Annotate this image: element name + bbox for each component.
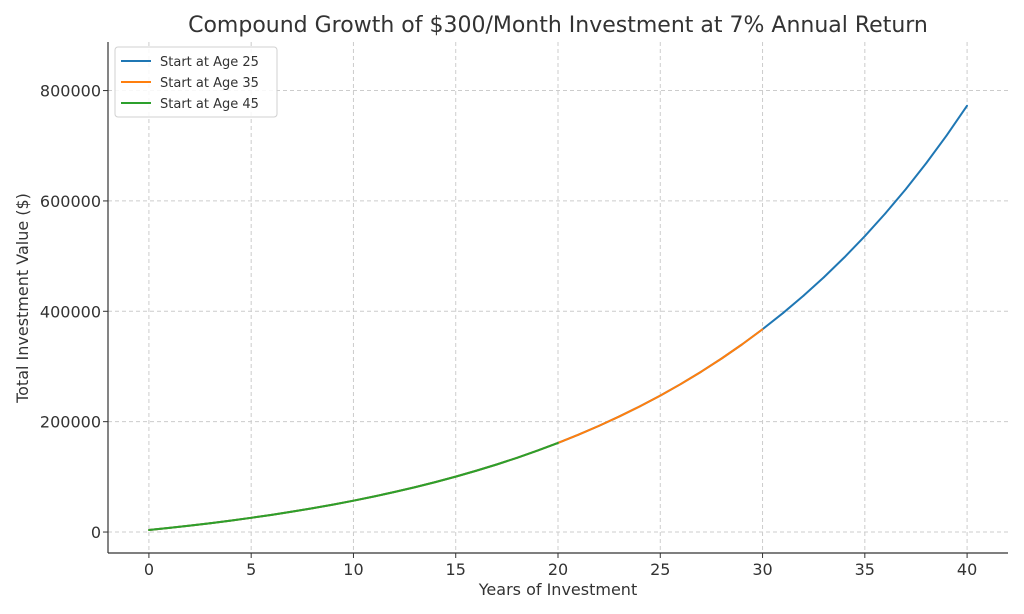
data-point: [516, 456, 518, 459]
data-point: [618, 415, 621, 418]
data-point: [638, 405, 641, 408]
data-point: [332, 503, 334, 506]
x-tick-label: 15: [446, 560, 466, 579]
data-point: [148, 529, 150, 531]
y-axis-label: Total Investment Value ($): [13, 193, 32, 404]
chart-title: Compound Growth of $300/Month Investment…: [188, 13, 928, 38]
data-point: [209, 522, 212, 525]
data-point: [598, 424, 600, 427]
series-layer: [148, 104, 968, 532]
y-tick-label: 600000: [40, 192, 101, 211]
grid: [108, 42, 1008, 553]
data-point: [577, 433, 580, 436]
legend-label: Start at Age 25: [160, 55, 259, 70]
data-point: [945, 134, 948, 137]
x-axis-label: Years of Investment: [478, 580, 637, 599]
data-point: [720, 357, 723, 360]
legend-label: Start at Age 45: [160, 97, 259, 112]
data-point: [270, 513, 273, 516]
data-point: [823, 276, 825, 279]
data-point: [904, 188, 907, 191]
data-point: [557, 441, 559, 444]
x-tick-label: 10: [343, 560, 363, 579]
data-point: [454, 475, 457, 478]
x-tick-label: 35: [855, 560, 875, 579]
data-point: [843, 256, 846, 259]
data-point: [291, 510, 293, 513]
data-point: [925, 162, 928, 165]
legend-item-start-at-age-25: Start at Age 25: [121, 55, 259, 70]
data-point: [188, 524, 191, 527]
data-point: [229, 519, 232, 522]
data-point: [741, 343, 743, 346]
x-tick-label: 5: [246, 560, 256, 579]
data-point: [782, 312, 784, 314]
y-tick-label: 0: [91, 523, 101, 542]
legend-item-start-at-age-45: Start at Age 45: [121, 97, 259, 112]
data-point: [863, 235, 866, 238]
data-point: [802, 294, 805, 297]
series-start-at-age-45: [148, 441, 559, 532]
x-tick-label: 20: [548, 560, 568, 579]
x-tick-label: 0: [144, 560, 154, 579]
x-tick-label: 40: [957, 560, 977, 579]
y-tick-label: 800000: [40, 82, 101, 101]
data-point: [475, 469, 478, 472]
legend: Start at Age 25 Start at Age 35 Start at A…: [114, 46, 278, 118]
data-point: [250, 516, 253, 519]
data-point: [168, 527, 171, 529]
data-point: [373, 495, 375, 498]
x-tick-label: 30: [752, 560, 772, 579]
data-point: [679, 383, 682, 385]
x-tick-label: 25: [650, 560, 670, 579]
data-point: [352, 499, 355, 502]
data-point: [311, 507, 314, 510]
y-tick-label: 400000: [40, 302, 101, 321]
data-point: [413, 486, 416, 489]
data-point: [966, 104, 968, 107]
y-tick-label: 200000: [40, 413, 101, 432]
data-point: [393, 491, 396, 493]
ticks: 0 5 10 15 20 25 30 35 40 0 200000 400000 600000 80000…: [40, 82, 977, 579]
legend-item-start-at-age-35: Start at Age 35: [121, 76, 259, 91]
legend-box: [114, 46, 278, 118]
data-point: [761, 328, 764, 331]
data-point: [536, 449, 539, 452]
data-point: [700, 370, 703, 373]
data-point: [659, 394, 662, 397]
data-point: [884, 212, 887, 215]
data-point: [495, 463, 498, 466]
data-point: [434, 481, 437, 484]
legend-label: Start at Age 35: [160, 76, 259, 91]
